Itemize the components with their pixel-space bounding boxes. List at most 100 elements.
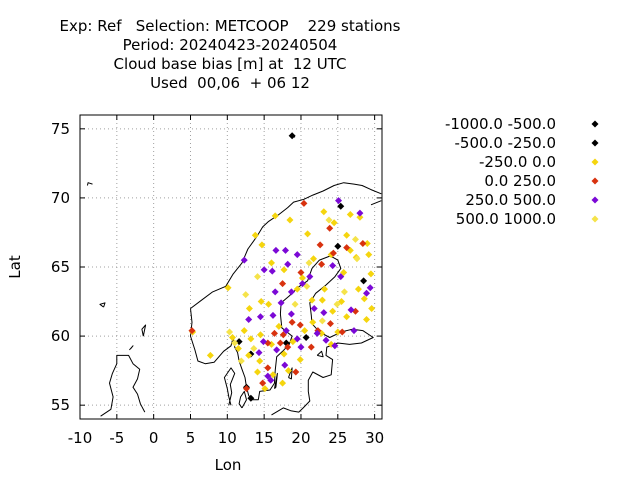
- coastline-segment: [99, 302, 106, 308]
- station-marker: [242, 291, 250, 299]
- station-marker: [298, 274, 306, 282]
- coastline-segment: [238, 390, 247, 409]
- coastline-segment: [100, 354, 146, 417]
- station-marker: [363, 316, 371, 324]
- station-marker: [298, 280, 306, 288]
- station-marker: [256, 331, 264, 339]
- y-axis-ticks: 55 60 65 70 75: [51, 120, 382, 414]
- station-marker: [260, 266, 268, 274]
- station-marker: [367, 270, 375, 278]
- station-marker: [259, 379, 267, 387]
- station-marker: [296, 321, 304, 329]
- legend-swatch: [591, 196, 599, 204]
- station-marker: [302, 333, 310, 341]
- x-tick-label: 15: [255, 429, 274, 447]
- coastline-segment: [141, 324, 147, 337]
- station-marker: [257, 298, 265, 306]
- legend-label: 500.0 1000.0: [456, 210, 556, 228]
- station-marker: [293, 251, 301, 259]
- station-marker: [234, 345, 242, 353]
- station-marker: [269, 371, 277, 379]
- station-marker: [313, 329, 321, 337]
- station-marker: [255, 349, 263, 357]
- station-marker: [268, 259, 276, 267]
- station-marker: [265, 300, 273, 308]
- station-marker: [310, 304, 318, 312]
- legend-label: -500.0 -250.0: [455, 134, 556, 152]
- legend-label: -250.0 0.0: [479, 153, 556, 171]
- legend-swatch: [591, 177, 599, 185]
- x-tick-label: -5: [109, 429, 124, 447]
- station-marker: [363, 240, 371, 248]
- station-marker: [281, 361, 289, 369]
- station-marker: [318, 260, 326, 268]
- station-marker: [337, 202, 345, 210]
- station-marker: [256, 357, 264, 365]
- station-marker: [318, 317, 326, 325]
- station-marker: [275, 322, 283, 330]
- legend-label: 0.0 250.0: [484, 172, 556, 190]
- station-marker: [228, 333, 236, 341]
- station-marker: [297, 269, 305, 277]
- station-marker: [245, 304, 253, 312]
- station-marker: [287, 288, 295, 296]
- station-marker: [325, 216, 333, 224]
- legend-swatch: [591, 139, 599, 147]
- station-marker: [289, 338, 297, 346]
- station-marker: [224, 284, 232, 292]
- y-axis-label: Lat: [6, 255, 24, 279]
- station-marker: [309, 318, 317, 326]
- station-marker: [366, 284, 374, 292]
- station-marker: [305, 259, 313, 267]
- station-marker: [264, 372, 272, 380]
- station-marker: [326, 320, 334, 328]
- station-marker: [320, 208, 328, 216]
- station-marker: [279, 379, 287, 387]
- station-marker: [329, 249, 337, 257]
- station-marker: [368, 304, 376, 312]
- x-tick-label: 30: [365, 429, 384, 447]
- station-marker: [337, 273, 345, 281]
- station-marker: [267, 376, 275, 384]
- station-marker: [254, 273, 262, 281]
- x-tick-label: 10: [218, 429, 237, 447]
- station-marker: [231, 339, 239, 347]
- station-marker: [273, 346, 281, 354]
- station-marker: [308, 296, 316, 304]
- x-tick-label: 0: [149, 429, 159, 447]
- station-marker: [272, 246, 280, 254]
- station-marker: [261, 385, 269, 393]
- station-marker: [329, 262, 337, 270]
- coastline-segment: [370, 200, 382, 206]
- station-marker: [343, 244, 351, 252]
- station-marker: [304, 230, 312, 238]
- station-marker: [356, 209, 364, 217]
- x-tick-label: -10: [68, 429, 93, 447]
- station-marker: [280, 266, 288, 274]
- station-marker: [277, 299, 285, 307]
- station-markers: [188, 132, 376, 402]
- station-marker: [271, 288, 279, 296]
- title-line-3: Cloud base bias [m] at 12 UTC: [113, 55, 347, 73]
- station-marker: [226, 328, 234, 336]
- station-marker: [297, 343, 305, 351]
- station-marker: [321, 285, 329, 293]
- legend-swatch: [591, 158, 599, 166]
- station-marker: [276, 339, 284, 347]
- coastline: [86, 135, 382, 417]
- station-marker: [284, 260, 292, 268]
- station-marker: [318, 296, 326, 304]
- station-marker: [351, 235, 359, 243]
- station-marker: [258, 241, 266, 249]
- station-marker: [331, 342, 339, 350]
- station-marker: [338, 328, 346, 336]
- station-marker: [280, 350, 288, 358]
- coastline-segment: [190, 182, 382, 309]
- station-marker: [301, 327, 309, 335]
- station-marker: [288, 132, 296, 140]
- station-marker: [287, 310, 295, 318]
- station-marker: [293, 335, 301, 343]
- station-marker: [343, 231, 351, 239]
- x-tick-label: 5: [186, 429, 196, 447]
